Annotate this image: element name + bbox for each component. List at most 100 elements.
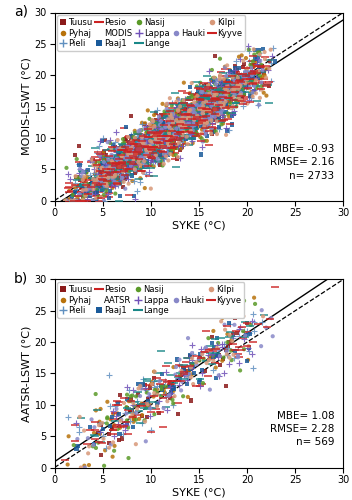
Point	[175, 117, 181, 125]
Point	[176, 120, 182, 128]
Point	[146, 148, 151, 156]
Point	[77, 422, 82, 430]
Point	[256, 55, 261, 63]
Point	[194, 108, 200, 116]
Point	[144, 122, 149, 130]
Point	[125, 160, 130, 168]
Point	[124, 390, 130, 398]
Point	[113, 412, 119, 420]
Point	[196, 116, 202, 124]
Point	[118, 148, 124, 156]
Point	[187, 101, 192, 109]
Point	[149, 154, 155, 162]
Point	[257, 50, 263, 58]
Point	[198, 94, 204, 102]
Point	[198, 92, 204, 100]
Point	[134, 158, 140, 166]
Point	[119, 434, 125, 442]
Point	[130, 177, 135, 185]
Point	[187, 134, 192, 142]
Point	[175, 106, 181, 114]
Point	[101, 158, 107, 166]
Point	[114, 405, 119, 413]
Point	[150, 144, 156, 152]
Point	[189, 108, 195, 116]
Point	[210, 366, 215, 374]
Point	[112, 151, 118, 159]
Point	[136, 139, 142, 147]
Point	[119, 150, 124, 158]
Point	[173, 131, 178, 139]
Point	[194, 130, 200, 138]
Point	[151, 172, 157, 180]
Point	[120, 140, 126, 147]
Point	[153, 132, 158, 140]
Point	[130, 152, 136, 160]
Point	[184, 367, 190, 375]
Point	[100, 149, 106, 157]
Point	[150, 118, 155, 126]
Point	[176, 126, 182, 134]
Point	[124, 165, 130, 173]
Point	[160, 162, 165, 170]
Point	[184, 354, 190, 362]
Point	[251, 78, 257, 86]
Point	[91, 180, 96, 188]
Point	[209, 119, 215, 127]
Point	[140, 375, 146, 383]
Point	[192, 125, 198, 133]
Point	[136, 128, 142, 136]
Point	[181, 138, 187, 146]
Point	[141, 400, 146, 408]
Point	[123, 122, 129, 130]
Point	[101, 160, 106, 168]
Point	[105, 414, 110, 422]
Point	[189, 104, 194, 112]
Point	[127, 150, 133, 158]
Point	[180, 136, 186, 144]
Point	[168, 388, 174, 396]
Point	[225, 116, 231, 124]
Point	[168, 126, 174, 134]
Point	[199, 118, 205, 126]
Point	[155, 131, 161, 139]
Point	[214, 116, 220, 124]
Point	[197, 100, 202, 108]
Point	[147, 127, 152, 135]
Point	[111, 164, 117, 172]
Point	[172, 112, 177, 120]
Point	[142, 138, 147, 146]
Point	[157, 128, 162, 136]
Point	[132, 148, 137, 156]
Point	[124, 410, 129, 418]
Point	[120, 164, 125, 172]
Point	[205, 112, 211, 120]
Point	[115, 136, 120, 144]
Point	[226, 98, 232, 106]
Point	[110, 173, 116, 181]
Point	[90, 182, 95, 190]
Point	[165, 135, 171, 143]
Point	[223, 96, 229, 104]
Point	[93, 444, 99, 452]
Point	[206, 114, 212, 122]
Point	[180, 126, 186, 134]
Point	[224, 71, 229, 79]
Point	[130, 160, 135, 168]
Point	[141, 157, 146, 165]
Point	[166, 128, 171, 136]
Point	[158, 135, 163, 143]
Point	[260, 312, 266, 320]
Point	[197, 106, 203, 114]
Point	[99, 164, 104, 172]
Point	[73, 178, 78, 186]
Point	[155, 157, 161, 165]
Point	[191, 106, 196, 114]
Point	[220, 95, 226, 103]
Point	[182, 133, 187, 141]
Point	[203, 95, 208, 103]
Point	[147, 128, 153, 136]
Point	[157, 137, 163, 145]
Point	[76, 158, 81, 166]
Point	[235, 352, 241, 360]
